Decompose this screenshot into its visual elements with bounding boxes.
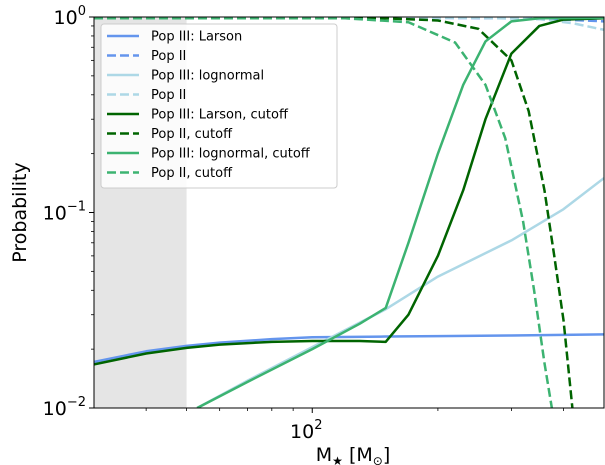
series-line-1 <box>94 333 604 364</box>
y-tick-label: 100 <box>54 4 86 29</box>
legend-label-2: Pop II <box>151 49 186 64</box>
x-tick-label: 102 <box>290 418 322 443</box>
series-line-6 <box>94 17 574 408</box>
y-tick-label: 10−1 <box>43 200 86 225</box>
y-tick-label: 10−2 <box>43 395 86 420</box>
legend-label-6: Pop II, cutoff <box>151 127 233 142</box>
chart-legend: Pop III: Larson Pop II Pop III: lognormal P… <box>100 23 338 189</box>
legend-label-8: Pop II, cutoff <box>151 166 233 181</box>
series-line-4 <box>94 17 604 32</box>
series-line-8 <box>94 17 554 408</box>
legend-label-7: Pop III: lognormal, cutoff <box>151 147 311 162</box>
y-axis-label: Probability <box>9 162 31 262</box>
legend-label-1: Pop III: Larson <box>151 30 242 45</box>
legend-label-3: Pop III: lognormal <box>151 69 264 84</box>
x-axis-label: M★ [M⊙] <box>316 444 391 465</box>
series-line-3 <box>196 177 604 408</box>
legend-label-4: Pop II <box>151 88 186 103</box>
legend-box <box>100 23 338 189</box>
legend-label-5: Pop III: Larson, cutoff <box>151 108 289 123</box>
series-line-5 <box>94 17 604 366</box>
series-line-7 <box>196 17 604 408</box>
